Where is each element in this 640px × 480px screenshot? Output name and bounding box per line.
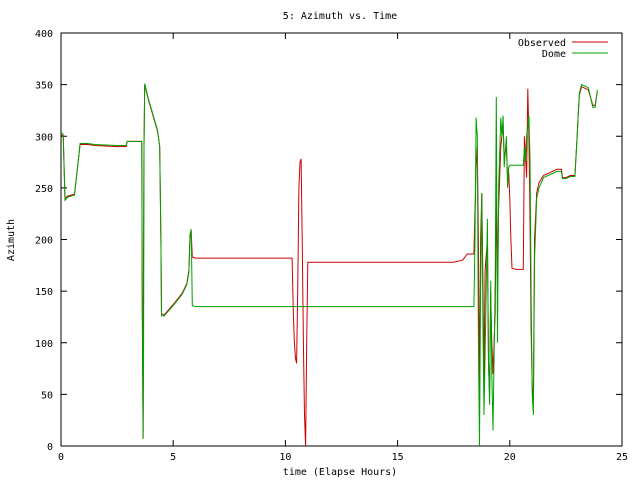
series-line-dome xyxy=(60,83,598,447)
x-tick-label: 10 xyxy=(279,452,291,463)
x-tick-label: 25 xyxy=(616,452,628,463)
y-tick-label: 100 xyxy=(35,339,53,350)
x-tick-label: 5 xyxy=(170,452,176,463)
y-tick-label: 150 xyxy=(35,287,53,298)
y-tick-label: 300 xyxy=(35,132,53,143)
x-tick-label: 20 xyxy=(504,452,516,463)
series-lines xyxy=(60,83,598,447)
y-tick-label: 400 xyxy=(35,29,53,40)
legend-label-observed: Observed xyxy=(518,38,566,49)
y-tick-label: 50 xyxy=(41,390,53,401)
x-axis-label: time (Elapse Hours) xyxy=(283,467,397,478)
legend-label-dome: Dome xyxy=(542,49,566,60)
x-tick-label: 15 xyxy=(392,452,404,463)
x-tick-label: 0 xyxy=(58,452,64,463)
y-tick-label: 200 xyxy=(35,236,53,247)
y-tick-label: 350 xyxy=(35,81,53,92)
y-axis-label: Azimuth xyxy=(6,219,17,261)
y-tick-label: 250 xyxy=(35,184,53,195)
y-tick-label: 0 xyxy=(47,442,53,453)
chart-title: 5: Azimuth vs. Time xyxy=(283,11,397,22)
